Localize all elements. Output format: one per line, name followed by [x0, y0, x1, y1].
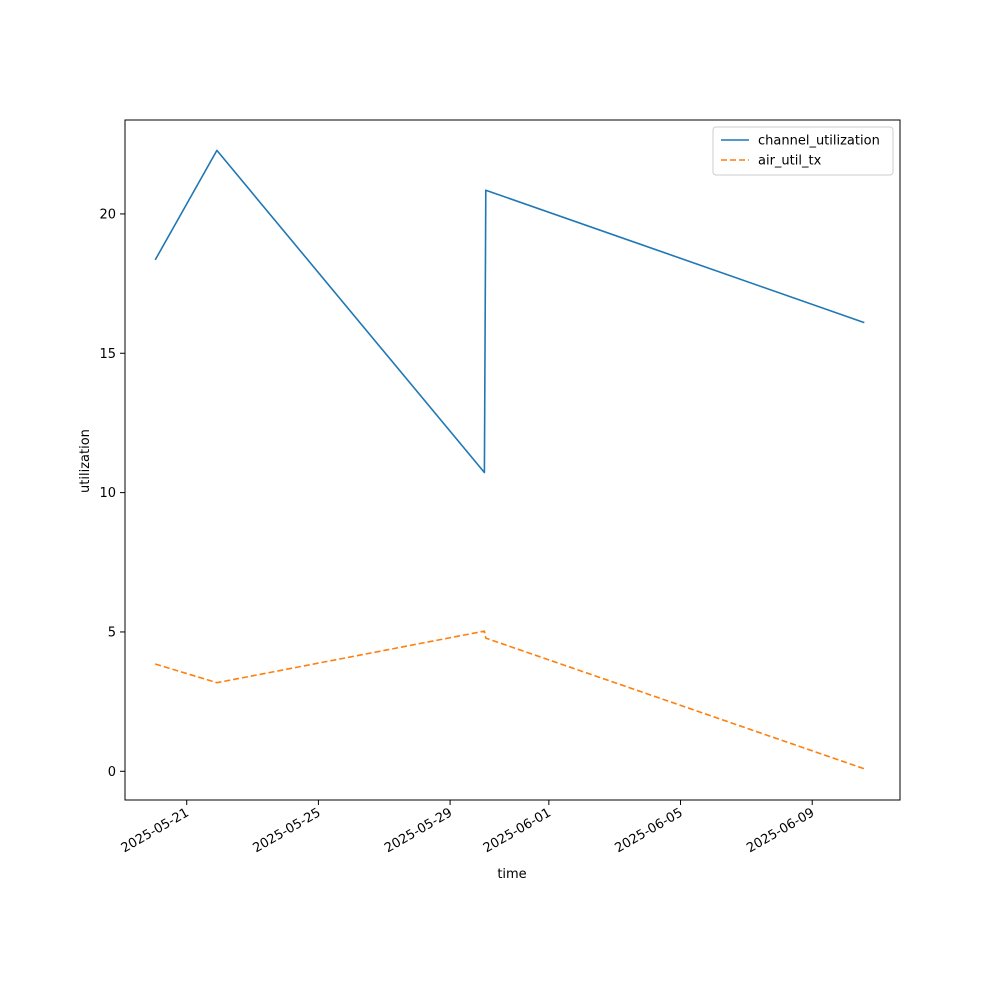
- plot-frame: [124, 119, 901, 801]
- series-layer: [154, 149, 865, 770]
- y-tick-label: 0: [108, 765, 116, 780]
- y-axis-ticks: 0 5 10 15 20: [99, 207, 125, 780]
- y-tick-label: 5: [108, 625, 116, 640]
- series-line-channel-utilization: [154, 149, 865, 474]
- legend-label-air-util-tx: air_util_tx: [758, 154, 822, 169]
- y-tick-label: 20: [99, 207, 116, 222]
- y-tick-label: 10: [99, 486, 116, 501]
- legend-label-channel-utilization: channel_utilization: [758, 134, 880, 149]
- x-axis-label: time: [497, 867, 526, 882]
- y-tick-label: 15: [99, 347, 116, 362]
- series-line-air-util-tx: [154, 630, 865, 770]
- legend[interactable]: channel_utilization air_util_tx: [712, 126, 894, 176]
- legend-box: [712, 126, 894, 176]
- y-axis-label: utilization: [78, 429, 93, 493]
